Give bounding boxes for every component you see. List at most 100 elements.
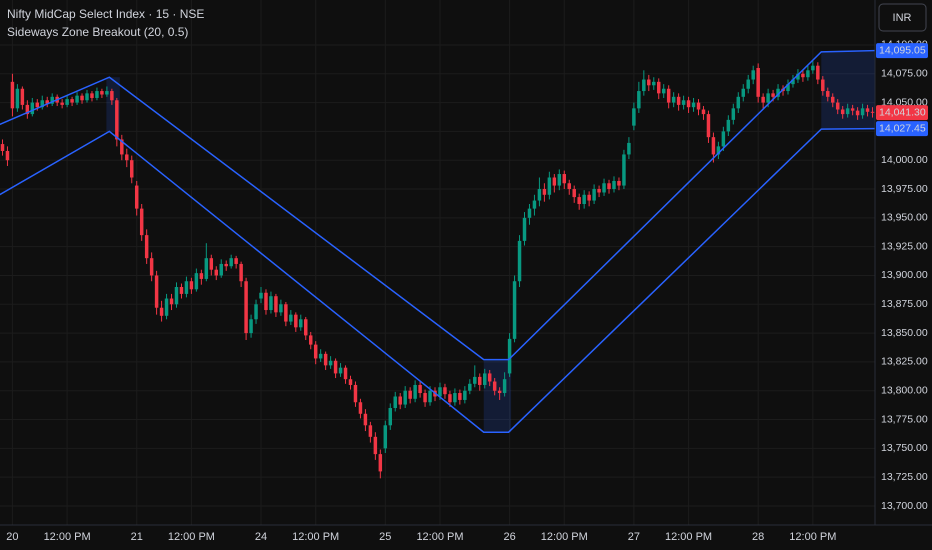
candle-body [632, 108, 636, 126]
candle-body [428, 390, 432, 403]
y-tick-label: 13,950.00 [881, 212, 928, 224]
candle-body [398, 396, 402, 405]
candle-body [45, 100, 49, 104]
candle-body [189, 281, 194, 290]
x-tick-label: 12:00 PM [168, 531, 215, 543]
candle-body [438, 387, 442, 397]
candle-body [154, 275, 159, 308]
candle-body [353, 384, 358, 403]
candle-body [269, 296, 273, 311]
x-tick-label: 12:00 PM [789, 531, 836, 543]
candle-body [652, 81, 656, 86]
candle-body [214, 269, 219, 276]
candle-body [229, 258, 233, 267]
x-tick-label: 24 [255, 531, 267, 543]
candle-body [443, 387, 447, 395]
x-tick-label: 28 [752, 531, 764, 543]
y-tick-label: 13,725.00 [881, 471, 928, 483]
candle-body [850, 108, 855, 111]
candle-body [612, 180, 616, 190]
x-tick-label: 27 [628, 531, 640, 543]
candle-body [164, 298, 169, 316]
candle-body [259, 292, 263, 299]
candle-body [562, 174, 567, 184]
candle-body [5, 150, 10, 161]
candle-body [333, 360, 338, 374]
candle-body [90, 93, 94, 98]
candle-body [75, 95, 79, 103]
candle-body [597, 189, 601, 193]
x-tick-label: 26 [503, 531, 515, 543]
candle-body [671, 96, 676, 103]
candle-body [691, 102, 696, 108]
candle-body [184, 281, 189, 294]
candle-body [343, 367, 348, 380]
band-line [0, 49, 876, 361]
candle-body [721, 131, 726, 147]
candle-body [373, 436, 378, 455]
y-tick-label: 14,000.00 [881, 154, 928, 166]
candle-body [60, 102, 64, 105]
candle-body [35, 102, 40, 108]
candle-body [318, 353, 323, 359]
candle-body [701, 109, 706, 115]
candle-body [676, 96, 681, 105]
candle-body [736, 96, 741, 109]
candle-body [801, 73, 805, 78]
candle-body [771, 93, 775, 97]
candle-body [100, 91, 104, 95]
candle-body [761, 96, 765, 103]
candle-body [159, 307, 164, 316]
candle-body [358, 402, 363, 414]
candle-body [572, 189, 576, 198]
candle-body [130, 160, 134, 178]
candle-body [870, 111, 875, 113]
candle-body [413, 384, 417, 399]
band-price-tag: 14,027.45 [879, 122, 926, 134]
candle-body [264, 292, 268, 311]
chart-title: Nifty MidCap Select Index · 15 · NSE [7, 7, 204, 21]
candle-body [796, 73, 800, 80]
y-tick-label: 14,075.00 [881, 68, 928, 80]
candle-body [473, 376, 477, 384]
axes: 13,700.00 13,725.00 13,750.00 13,775.00 13,8… [6, 39, 928, 543]
candle-body [294, 314, 298, 328]
candle-body [592, 189, 596, 201]
candle-body [532, 200, 537, 209]
x-tick-label: 20 [6, 531, 18, 543]
candle-body [169, 298, 174, 305]
candle-body [403, 390, 407, 405]
candle-body [686, 100, 691, 108]
candle-body [497, 390, 502, 394]
candle-body [328, 360, 333, 366]
x-tick-label: 12:00 PM [541, 531, 588, 543]
candle-body [607, 183, 611, 190]
candle-body [567, 183, 571, 190]
y-tick-label: 13,925.00 [881, 240, 928, 252]
candle-body [453, 393, 457, 403]
candle-body [244, 281, 248, 334]
candle-body [249, 319, 253, 334]
candle-body [855, 110, 860, 116]
candle-body [313, 344, 318, 359]
candle-body [831, 96, 835, 103]
candle-body [468, 383, 472, 391]
candle-body [120, 139, 124, 155]
candle-body [338, 367, 343, 374]
candle-body [388, 408, 393, 426]
candle-body [512, 281, 517, 339]
candle-body [204, 258, 209, 279]
candle-body [557, 174, 562, 186]
y-tick-label: 13,750.00 [881, 442, 928, 454]
candle-body [95, 91, 99, 98]
candle-body [0, 144, 5, 151]
candle-body [582, 194, 586, 205]
candle-body [308, 335, 313, 345]
currency-button[interactable] [878, 3, 927, 32]
candle-body [741, 88, 745, 97]
candle-body [547, 177, 552, 195]
last-price-tag: 14,041.30 [879, 106, 926, 118]
x-tick-label: 12:00 PM [416, 531, 463, 543]
